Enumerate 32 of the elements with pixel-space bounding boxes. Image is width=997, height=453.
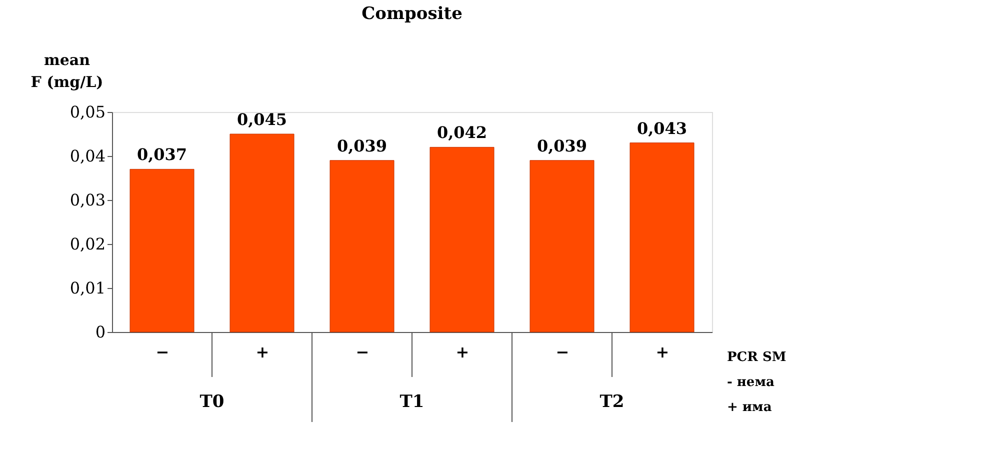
y-axis-title: mean F (mg/L) bbox=[30, 51, 104, 91]
bar bbox=[630, 142, 694, 332]
y-tick-label: 0,05 bbox=[70, 102, 106, 122]
text: T2 bbox=[600, 392, 624, 412]
bar bbox=[430, 146, 494, 332]
bar bbox=[530, 160, 594, 332]
data-label: 0,043 bbox=[636, 118, 688, 138]
y-tick-label: 0 bbox=[95, 322, 106, 342]
x-tick-label: − bbox=[356, 342, 370, 362]
x-tick-label: + bbox=[256, 342, 270, 362]
text: T1 bbox=[400, 392, 424, 412]
data-label: 0,037 bbox=[136, 145, 188, 164]
text: + има bbox=[727, 400, 772, 415]
text: T0 bbox=[200, 392, 224, 412]
x-tick-label: + bbox=[656, 342, 670, 362]
y-tick-label: 0,02 bbox=[70, 234, 106, 254]
data-label: 0,039 bbox=[536, 136, 588, 156]
bar bbox=[330, 160, 394, 332]
chart-title: Composite bbox=[362, 4, 463, 24]
data-label: 0,039 bbox=[336, 136, 388, 156]
y-tick-label: 0,03 bbox=[70, 190, 106, 210]
data-label: 0,042 bbox=[436, 123, 488, 142]
x-tick-label: − bbox=[556, 342, 570, 362]
bar bbox=[130, 168, 194, 332]
y-tick-label: 0,04 bbox=[70, 146, 106, 166]
x-tick-label: + bbox=[456, 342, 470, 362]
y-tick-label: 0,01 bbox=[70, 278, 106, 298]
text: PCR SM bbox=[727, 350, 786, 365]
text: - нема bbox=[727, 375, 775, 390]
bar bbox=[230, 134, 294, 332]
x-tick-label: − bbox=[156, 342, 170, 362]
data-label: 0,045 bbox=[236, 110, 288, 129]
